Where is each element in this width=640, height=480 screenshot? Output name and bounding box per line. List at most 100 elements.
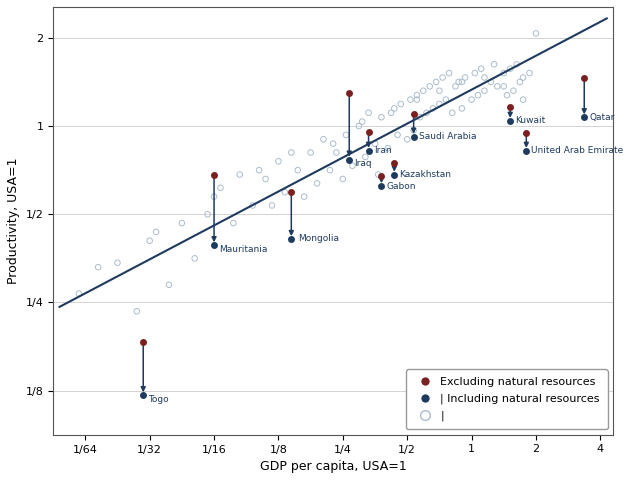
Point: [364, 128, 374, 136]
Point: [521, 147, 531, 155]
Point: [460, 73, 470, 81]
Point: [386, 109, 396, 117]
Point: [438, 73, 448, 81]
Point: [344, 89, 355, 96]
Point: [348, 162, 358, 169]
Point: [518, 73, 528, 81]
Text: Qatar: Qatar: [589, 113, 615, 122]
Y-axis label: Productivity, USA=1: Productivity, USA=1: [7, 157, 20, 284]
Point: [267, 202, 277, 209]
Point: [145, 237, 155, 244]
Point: [74, 290, 84, 298]
Point: [402, 135, 412, 143]
Point: [93, 264, 103, 271]
Point: [138, 391, 148, 399]
Point: [479, 87, 490, 95]
Point: [360, 153, 371, 161]
Point: [325, 166, 335, 174]
Point: [305, 149, 316, 156]
Point: [312, 180, 322, 187]
Point: [470, 69, 480, 77]
Point: [209, 171, 219, 179]
Legend: Excluding natural resources, | Including natural resources, |: Excluding natural resources, | Including…: [406, 369, 607, 429]
Point: [486, 78, 496, 86]
Point: [202, 210, 212, 218]
Point: [396, 100, 406, 108]
Point: [113, 259, 123, 266]
Point: [408, 133, 419, 141]
Point: [473, 91, 483, 99]
Point: [424, 83, 435, 90]
Text: Saudi Arabia: Saudi Arabia: [419, 132, 476, 141]
Point: [489, 60, 499, 68]
Point: [415, 113, 425, 121]
Point: [421, 109, 431, 117]
Point: [376, 172, 387, 180]
Point: [228, 219, 239, 227]
Point: [428, 105, 438, 112]
Point: [299, 193, 309, 201]
Point: [454, 78, 464, 86]
Point: [189, 254, 200, 262]
Point: [286, 235, 296, 243]
Point: [364, 109, 374, 117]
Point: [318, 135, 328, 143]
Point: [260, 175, 271, 183]
Point: [505, 65, 515, 72]
Text: Gabon: Gabon: [387, 181, 416, 191]
X-axis label: GDP per capita, USA=1: GDP per capita, USA=1: [260, 460, 406, 473]
Point: [476, 65, 486, 72]
Point: [408, 110, 419, 118]
Point: [441, 96, 451, 103]
Point: [579, 73, 589, 81]
Point: [357, 118, 367, 125]
Point: [435, 100, 445, 108]
Point: [502, 91, 512, 99]
Point: [370, 140, 380, 147]
Point: [392, 131, 403, 139]
Point: [177, 219, 187, 227]
Point: [531, 30, 541, 37]
Point: [376, 182, 387, 190]
Text: Mongolia: Mongolia: [298, 234, 339, 243]
Point: [254, 166, 264, 174]
Point: [383, 144, 393, 152]
Point: [209, 193, 219, 201]
Point: [286, 188, 296, 196]
Point: [286, 149, 296, 156]
Point: [389, 171, 399, 179]
Point: [505, 103, 515, 110]
Point: [151, 228, 161, 236]
Point: [467, 96, 477, 103]
Text: Mauritania: Mauritania: [219, 245, 268, 254]
Point: [235, 171, 245, 179]
Point: [499, 83, 509, 90]
Point: [444, 69, 454, 77]
Point: [435, 87, 445, 95]
Point: [164, 281, 174, 288]
Text: Kuwait: Kuwait: [515, 116, 546, 125]
Point: [505, 117, 515, 125]
Point: [273, 157, 284, 165]
Point: [292, 166, 303, 174]
Point: [447, 109, 458, 117]
Point: [479, 73, 490, 81]
Point: [492, 83, 502, 90]
Point: [451, 83, 461, 90]
Point: [376, 113, 387, 121]
Point: [209, 241, 219, 249]
Point: [412, 96, 422, 103]
Point: [354, 122, 364, 130]
Point: [216, 184, 226, 192]
Point: [511, 60, 522, 68]
Point: [418, 87, 428, 95]
Point: [518, 96, 528, 103]
Point: [364, 147, 374, 155]
Point: [521, 129, 531, 137]
Point: [431, 78, 442, 86]
Text: Kazakhstan: Kazakhstan: [399, 170, 451, 179]
Point: [248, 202, 258, 209]
Point: [341, 131, 351, 139]
Point: [328, 140, 339, 147]
Point: [457, 78, 467, 86]
